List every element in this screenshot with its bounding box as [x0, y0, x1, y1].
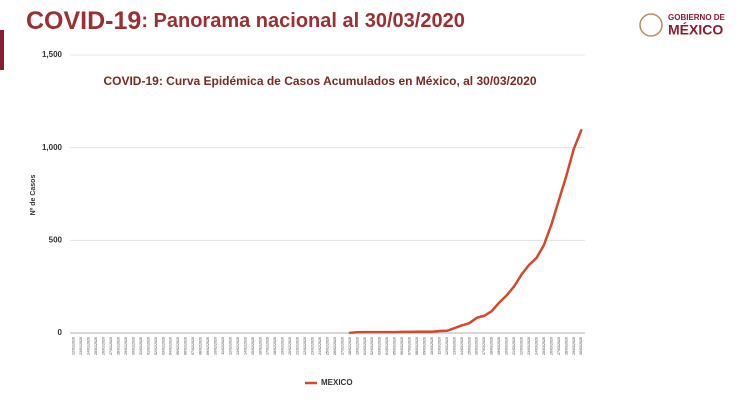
x-tick-label: 26/02/2020 [333, 337, 337, 355]
x-tick-label: 04/03/2020 [385, 337, 389, 355]
x-tick-label: 22/01/2020 [72, 337, 76, 355]
y-tick-label: 0 [58, 328, 63, 337]
x-tick-label: 06/02/2020 [184, 337, 188, 355]
x-tick-label: 16/02/2020 [258, 337, 262, 355]
x-tick-label: 16/03/2020 [475, 337, 479, 355]
x-tick-label: 27/03/2020 [557, 337, 561, 355]
x-tick-label: 08/03/2020 [415, 337, 419, 355]
logo-top: GOBIERNO DE [668, 13, 726, 22]
x-tick-label: 17/02/2020 [266, 337, 270, 355]
slide-title: COVID-19: Panorama nacional al 30/03/202… [26, 7, 465, 35]
x-tick-label: 23/01/2020 [79, 337, 83, 355]
x-tick-label: 28/03/2020 [564, 337, 568, 355]
x-tick-label: 24/02/2020 [318, 337, 322, 355]
x-tick-label: 25/01/2020 [94, 337, 98, 355]
x-tick-label: 30/01/2020 [131, 337, 135, 355]
data-line [348, 129, 583, 335]
y-tick-label: 1,000 [42, 143, 63, 152]
x-tick-label: 07/02/2020 [191, 337, 195, 355]
y-axis-label: Nº de Casos [30, 175, 37, 216]
x-tick-label: 12/03/2020 [445, 337, 449, 355]
x-tick-label: 21/02/2020 [296, 337, 300, 355]
title-rest: : Panorama nacional al 30/03/2020 [141, 10, 465, 32]
x-tick-label: 03/02/2020 [161, 337, 165, 355]
x-tick-label: 26/01/2020 [102, 337, 106, 355]
x-tick-label: 09/02/2020 [206, 337, 210, 355]
x-tick-label: 17/03/2020 [482, 337, 486, 355]
x-tick-label: 21/03/2020 [512, 337, 516, 355]
accent-bar [0, 30, 4, 70]
x-tick-label: 15/03/2020 [467, 337, 471, 355]
x-tick-label: 27/01/2020 [109, 337, 113, 355]
x-tick-label: 08/02/2020 [199, 337, 203, 355]
x-tick-label: 07/03/2020 [408, 337, 412, 355]
x-tick-label: 12/02/2020 [228, 337, 232, 355]
x-tick-label: 10/03/2020 [430, 337, 434, 355]
x-tick-label: 19/02/2020 [281, 337, 285, 355]
x-tick-label: 27/02/2020 [340, 337, 344, 355]
x-tick-label: 13/03/2020 [452, 337, 456, 355]
x-tick-label: 28/02/2020 [348, 337, 352, 355]
x-tick-label: 06/03/2020 [400, 337, 404, 355]
x-tick-label: 03/03/2020 [378, 337, 382, 355]
x-tick-label: 25/02/2020 [325, 337, 329, 355]
chart-title: COVID-19: Curva Epidémica de Casos Acumu… [103, 74, 536, 88]
y-tick-label: 1,500 [42, 50, 63, 59]
logo-emblem [639, 13, 663, 37]
x-tick-label: 26/03/2020 [549, 337, 553, 355]
x-tick-label: 25/03/2020 [542, 337, 546, 355]
x-tick-label: 04/02/2020 [169, 337, 173, 355]
x-tick-label: 29/02/2020 [355, 337, 359, 355]
legend-label: MEXICO [321, 378, 353, 387]
logo-bottom: MÉXICO [668, 22, 723, 38]
x-tick-label: 18/02/2020 [273, 337, 277, 355]
x-tick-label: 22/03/2020 [520, 337, 524, 355]
x-tick-label: 22/02/2020 [303, 337, 307, 355]
x-tick-label: 20/03/2020 [505, 337, 509, 355]
x-tick-label: 15/02/2020 [251, 337, 255, 355]
x-tick-label: 01/03/2020 [363, 337, 367, 355]
x-tick-label: 14/03/2020 [460, 337, 464, 355]
x-tick-label: 31/01/2020 [139, 337, 143, 355]
x-tick-label: 29/01/2020 [124, 337, 128, 355]
x-tick-label: 09/03/2020 [422, 337, 426, 355]
x-tick-label: 23/02/2020 [311, 337, 315, 355]
x-tick-label: 23/03/2020 [527, 337, 531, 355]
x-tick-label: 28/01/2020 [116, 337, 120, 355]
x-tick-label: 05/03/2020 [393, 337, 397, 355]
x-tick-label: 02/03/2020 [370, 337, 374, 355]
x-tick-label: 30/03/2020 [579, 337, 583, 355]
x-tick-label: 05/02/2020 [176, 337, 180, 355]
y-tick-label: 500 [49, 235, 63, 244]
title-strong: COVID-19 [26, 7, 141, 35]
x-tick-label: 02/02/2020 [154, 337, 158, 355]
x-tick-label: 18/03/2020 [490, 337, 494, 355]
x-tick-label: 29/03/2020 [572, 337, 576, 355]
x-tick-label: 19/03/2020 [497, 337, 501, 355]
x-tick-label: 20/02/2020 [288, 337, 292, 355]
x-tick-label: 01/02/2020 [146, 337, 150, 355]
x-tick-label: 11/02/2020 [221, 337, 225, 355]
x-tick-label: 24/03/2020 [534, 337, 538, 355]
x-tick-label: 10/02/2020 [213, 337, 217, 355]
x-tick-label: 13/02/2020 [236, 337, 240, 355]
x-tick-label: 14/02/2020 [243, 337, 247, 355]
x-tick-label: 11/03/2020 [437, 337, 441, 355]
x-tick-label: 24/01/2020 [87, 337, 91, 355]
